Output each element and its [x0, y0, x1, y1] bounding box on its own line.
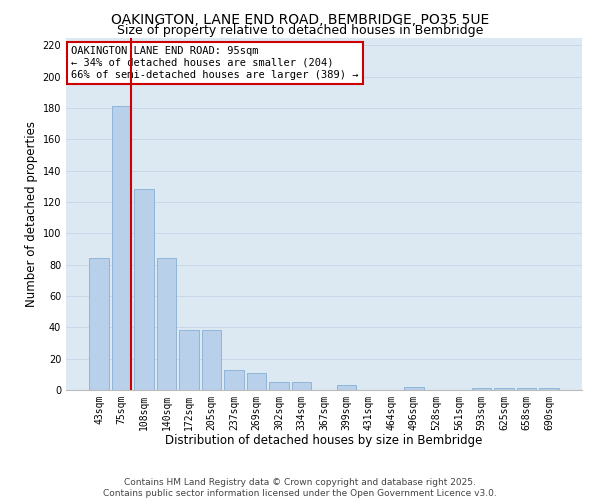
Bar — [247, 373, 266, 390]
Bar — [134, 190, 154, 390]
Bar — [472, 388, 491, 390]
Bar — [404, 387, 424, 390]
X-axis label: Distribution of detached houses by size in Bembridge: Distribution of detached houses by size … — [166, 434, 482, 448]
Bar — [517, 388, 536, 390]
Bar — [269, 382, 289, 390]
Bar — [179, 330, 199, 390]
Bar — [202, 330, 221, 390]
Bar — [224, 370, 244, 390]
Bar — [292, 382, 311, 390]
Bar — [89, 258, 109, 390]
Y-axis label: Number of detached properties: Number of detached properties — [25, 120, 38, 306]
Text: OAKINGTON LANE END ROAD: 95sqm
← 34% of detached houses are smaller (204)
66% of: OAKINGTON LANE END ROAD: 95sqm ← 34% of … — [71, 46, 359, 80]
Bar — [539, 388, 559, 390]
Bar — [157, 258, 176, 390]
Text: Size of property relative to detached houses in Bembridge: Size of property relative to detached ho… — [117, 24, 483, 37]
Text: Contains HM Land Registry data © Crown copyright and database right 2025.
Contai: Contains HM Land Registry data © Crown c… — [103, 478, 497, 498]
Bar — [337, 386, 356, 390]
Text: OAKINGTON, LANE END ROAD, BEMBRIDGE, PO35 5UE: OAKINGTON, LANE END ROAD, BEMBRIDGE, PO3… — [111, 12, 489, 26]
Bar — [112, 106, 131, 390]
Bar — [494, 388, 514, 390]
